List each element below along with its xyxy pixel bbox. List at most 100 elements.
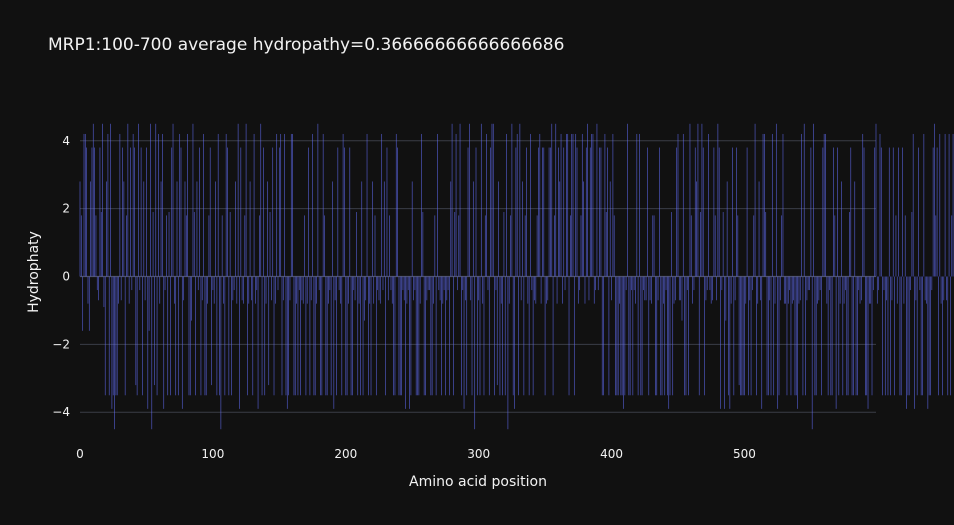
bar [162, 133, 163, 277]
bar [713, 147, 715, 277]
bar [300, 276, 301, 396]
bar [410, 276, 412, 396]
bar [435, 276, 437, 396]
bar [906, 276, 907, 409]
bar [191, 276, 192, 321]
bar [441, 276, 442, 396]
bar [98, 276, 99, 301]
bar [334, 276, 336, 301]
bar [123, 181, 125, 277]
bar [168, 212, 170, 277]
bar [421, 133, 422, 277]
bar [124, 276, 126, 396]
bar [696, 181, 697, 277]
bar [569, 215, 571, 277]
bar [223, 276, 224, 304]
bar [584, 276, 586, 304]
bar [704, 276, 705, 396]
bar [932, 147, 934, 277]
bar [512, 276, 514, 396]
bar [863, 147, 865, 277]
bar [943, 276, 945, 301]
bar [387, 276, 389, 301]
bar [560, 133, 562, 277]
bar [312, 133, 313, 277]
bar [147, 276, 149, 409]
bar [427, 276, 429, 291]
bar [709, 276, 711, 291]
bar [332, 181, 333, 277]
bar [425, 276, 426, 396]
bar [419, 276, 421, 304]
bar [952, 133, 954, 277]
bar [478, 276, 480, 301]
y-axis-ticks: −4 −2 0 2 4 [52, 134, 70, 419]
bar [443, 276, 445, 291]
bar [377, 276, 379, 291]
bar [373, 276, 375, 304]
bar [393, 276, 394, 396]
bar [269, 212, 271, 277]
bar [115, 276, 117, 396]
bar [741, 276, 743, 396]
bar [357, 276, 359, 396]
bar [761, 276, 763, 409]
bar [231, 276, 232, 396]
bar [296, 276, 297, 304]
bar [103, 276, 105, 308]
bar [857, 276, 858, 396]
bar [337, 147, 339, 277]
bar [274, 276, 276, 304]
bar [203, 133, 204, 277]
bar [942, 276, 943, 396]
bar [939, 133, 941, 277]
bar [880, 147, 882, 277]
bar [632, 276, 634, 396]
bar [534, 276, 535, 301]
bar [193, 212, 195, 277]
bar [382, 276, 384, 291]
bar [263, 147, 264, 277]
bar [216, 276, 218, 396]
bar [482, 276, 484, 304]
bar [298, 276, 300, 291]
bar [511, 123, 513, 277]
bar [789, 276, 790, 291]
chart-title: MRP1:100-700 average hydropathy=0.366666… [48, 35, 564, 55]
bar [83, 133, 85, 277]
bar [403, 276, 405, 301]
bar [896, 276, 898, 304]
bar [928, 276, 930, 396]
bar [528, 276, 530, 396]
bar [829, 276, 830, 291]
bar [106, 181, 107, 277]
bar [389, 215, 390, 277]
bar [874, 147, 876, 277]
bar [918, 147, 919, 277]
bar [879, 133, 881, 277]
bar [183, 276, 185, 301]
bar [924, 276, 926, 301]
bar [830, 276, 832, 396]
bar [354, 276, 356, 301]
bar [136, 276, 138, 396]
bar [507, 276, 509, 430]
bar [644, 276, 646, 301]
bar [476, 276, 478, 396]
bar [908, 276, 910, 396]
bar [838, 276, 840, 396]
bar [883, 276, 885, 291]
bar [195, 276, 196, 396]
bar [779, 276, 781, 301]
bar [778, 276, 780, 396]
bar [617, 276, 619, 396]
bar [313, 276, 315, 396]
bar [366, 133, 368, 277]
bar [926, 276, 927, 304]
bar [272, 147, 274, 277]
bar [498, 181, 499, 277]
bar [660, 276, 662, 396]
bar [379, 276, 381, 304]
bar [270, 276, 272, 301]
bar [140, 147, 142, 277]
